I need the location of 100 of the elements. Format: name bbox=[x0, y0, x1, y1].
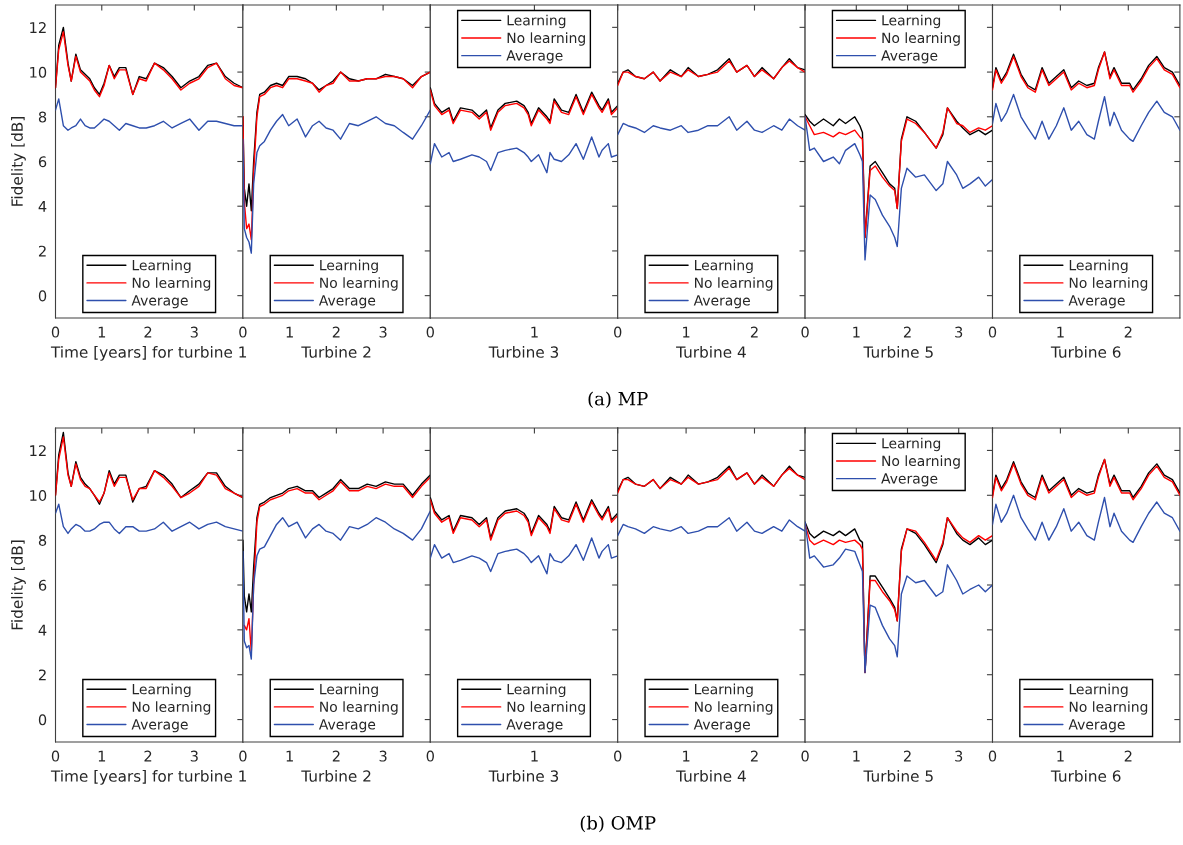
x-tick-label: 0 bbox=[239, 326, 247, 338]
x-tick-label: 1 bbox=[853, 750, 860, 762]
legend-label: No learning bbox=[507, 701, 585, 715]
x-tick-label: 1 bbox=[286, 326, 293, 338]
x-tick-label: 0 bbox=[51, 326, 60, 338]
legend-label: No learning bbox=[695, 701, 773, 715]
legend-label: Average bbox=[506, 719, 563, 733]
y-tick-label: 12 bbox=[30, 445, 46, 456]
x-tick-label: 0 bbox=[988, 750, 997, 762]
x-tick-label: 1 bbox=[853, 326, 860, 338]
y-tick-label: 0 bbox=[38, 714, 47, 726]
x-axis-title: Turbine 2 bbox=[301, 346, 371, 358]
x-tick-label: 1 bbox=[683, 326, 690, 338]
x-tick-label: 1 bbox=[531, 326, 538, 338]
y-tick-label: 10 bbox=[30, 490, 47, 502]
y-tick-label: 0 bbox=[38, 290, 47, 302]
line-series bbox=[55, 98, 243, 131]
legend-label: Learning bbox=[132, 683, 191, 698]
legend-label: No learning bbox=[695, 277, 773, 291]
legend-label: No learning bbox=[507, 32, 585, 46]
y-tick-label: 10 bbox=[30, 66, 47, 78]
legend-label: Learning bbox=[507, 14, 566, 29]
text: (b) OMP bbox=[580, 815, 656, 833]
y-tick-label: 2 bbox=[38, 669, 46, 681]
text: (a) MP bbox=[588, 391, 648, 409]
legend-label: No learning bbox=[320, 277, 398, 291]
legend-label: Average bbox=[1068, 295, 1125, 309]
x-tick-label: 0 bbox=[801, 326, 809, 338]
x-tick-label: 3 bbox=[379, 750, 387, 762]
legend-label: Learning bbox=[1069, 683, 1128, 698]
x-tick-label: 0 bbox=[801, 750, 809, 762]
x-tick-label: 2 bbox=[144, 326, 152, 338]
x-tick-label: 3 bbox=[379, 326, 387, 338]
x-axis-title: Turbine 4 bbox=[676, 770, 746, 782]
x-tick-label: 1 bbox=[98, 326, 106, 338]
y-axis-title: Fidelity [dB] bbox=[11, 540, 26, 630]
y-tick-label: 8 bbox=[38, 534, 47, 546]
x-axis-title: Turbine 6 bbox=[1050, 346, 1121, 358]
legend-label: Average bbox=[131, 719, 188, 733]
x-tick-label: 0 bbox=[614, 750, 622, 762]
x-tick-label: 3 bbox=[190, 326, 198, 338]
x-tick-label: 2 bbox=[750, 750, 758, 762]
x-tick-label: 2 bbox=[144, 750, 152, 762]
legend-label: No learning bbox=[882, 32, 960, 46]
legend-label: Average bbox=[693, 295, 750, 309]
x-tick-label: 0 bbox=[239, 750, 247, 762]
x-axis-title: Turbine 4 bbox=[676, 346, 746, 358]
x-tick-label: 1 bbox=[1057, 326, 1064, 338]
x-tick-label: 2 bbox=[1124, 750, 1132, 762]
x-axis-title: Time [years] for turbine 1 bbox=[50, 346, 247, 361]
x-tick-label: 2 bbox=[1124, 326, 1132, 338]
legend-label: Average bbox=[1068, 719, 1125, 733]
x-tick-label: 1 bbox=[286, 750, 293, 762]
x-tick-label: 3 bbox=[955, 750, 963, 762]
legend-label: Learning bbox=[695, 683, 753, 698]
legend-label: Average bbox=[693, 719, 750, 733]
legend-label: Learning bbox=[882, 437, 941, 452]
y-tick-label: 8 bbox=[38, 111, 47, 123]
x-tick-label: 1 bbox=[98, 750, 106, 762]
legend-label: Learning bbox=[320, 683, 378, 698]
y-axis-title: Fidelity [dB] bbox=[11, 117, 26, 206]
legend-label: Average bbox=[881, 473, 938, 487]
y-tick-label: 6 bbox=[38, 579, 47, 591]
x-tick-label: 3 bbox=[190, 750, 198, 762]
legend-label: Average bbox=[881, 50, 938, 64]
x-axis-title: Turbine 3 bbox=[488, 770, 559, 782]
legend-label: Average bbox=[506, 50, 563, 64]
x-tick-label: 2 bbox=[903, 326, 911, 338]
x-axis-title: Turbine 5 bbox=[863, 346, 933, 358]
legend-label: Average bbox=[318, 295, 376, 309]
legend-label: No learning bbox=[1069, 277, 1148, 291]
legend-label: No learning bbox=[320, 701, 398, 715]
x-tick-label: 2 bbox=[332, 326, 340, 338]
x-tick-label: 0 bbox=[51, 750, 60, 762]
legend-label: No learning bbox=[132, 277, 211, 291]
x-tick-label: 0 bbox=[614, 326, 622, 338]
x-tick-label: 2 bbox=[750, 326, 758, 338]
legend-label: Average bbox=[131, 295, 188, 309]
legend-label: Learning bbox=[507, 683, 566, 698]
x-tick-label: 0 bbox=[426, 750, 434, 762]
y-tick-label: 12 bbox=[30, 22, 46, 33]
x-axis-title: Turbine 3 bbox=[488, 346, 559, 358]
legend-label: Learning bbox=[882, 14, 941, 29]
legend-label: Learning bbox=[320, 259, 378, 274]
legend-label: No learning bbox=[882, 455, 960, 469]
legend-label: Learning bbox=[1069, 259, 1128, 274]
x-axis-title: Turbine 6 bbox=[1050, 770, 1121, 782]
x-tick-label: 3 bbox=[955, 326, 963, 338]
y-tick-label: 2 bbox=[38, 245, 46, 257]
legend-label: Learning bbox=[132, 259, 191, 274]
legend-label: Learning bbox=[695, 259, 753, 274]
x-tick-label: 0 bbox=[988, 326, 997, 338]
x-axis-title: Time [years] for turbine 1 bbox=[50, 770, 247, 785]
x-tick-label: 0 bbox=[426, 326, 434, 338]
legend-label: No learning bbox=[132, 701, 211, 715]
x-tick-label: 1 bbox=[683, 750, 690, 762]
x-axis-title: Turbine 2 bbox=[301, 770, 371, 782]
y-tick-label: 4 bbox=[38, 201, 47, 212]
x-axis-title: Turbine 5 bbox=[863, 770, 933, 782]
x-tick-label: 2 bbox=[332, 750, 340, 762]
